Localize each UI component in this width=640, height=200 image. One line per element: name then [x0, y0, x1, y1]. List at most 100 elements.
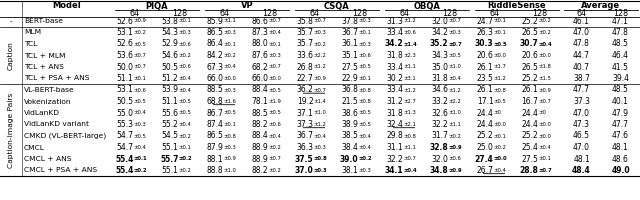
- Text: ±0.5: ±0.5: [179, 110, 191, 116]
- Text: 78.1: 78.1: [252, 97, 269, 106]
- Text: 32.0: 32.0: [431, 17, 449, 25]
- Text: 39.4: 39.4: [612, 74, 629, 83]
- Text: ±0.1: ±0.1: [493, 134, 506, 138]
- Text: 64: 64: [399, 8, 410, 18]
- Text: 88.8: 88.8: [207, 166, 223, 175]
- Text: ±0.2: ±0.2: [314, 42, 326, 46]
- Text: 26.5: 26.5: [522, 62, 538, 72]
- Text: ±0.7: ±0.7: [269, 64, 282, 70]
- Text: Caption: Caption: [8, 41, 14, 70]
- Text: ±1.2: ±1.2: [449, 88, 461, 92]
- Text: 23.5: 23.5: [477, 74, 493, 83]
- Text: 32.2: 32.2: [387, 154, 403, 164]
- Text: 24.4: 24.4: [477, 108, 493, 117]
- Text: 51.1: 51.1: [116, 74, 134, 83]
- Text: 64: 64: [220, 8, 230, 18]
- Text: 52.6: 52.6: [116, 40, 134, 48]
- Text: 44.7: 44.7: [573, 51, 590, 60]
- Text: 27.5: 27.5: [342, 62, 358, 72]
- Text: 55.4: 55.4: [115, 166, 134, 175]
- Text: 55.4: 55.4: [115, 154, 134, 164]
- Text: 128: 128: [352, 8, 367, 18]
- Text: 53.8: 53.8: [162, 17, 179, 25]
- Text: ±0.5: ±0.5: [134, 134, 147, 138]
- Text: 47.1: 47.1: [612, 17, 629, 25]
- Text: ±0.7: ±0.7: [538, 99, 552, 104]
- Text: 21.5: 21.5: [342, 97, 358, 106]
- Text: 88.9: 88.9: [252, 154, 269, 164]
- Text: ±0.5: ±0.5: [358, 110, 371, 116]
- Text: 37.8: 37.8: [342, 17, 358, 25]
- Text: 86.5: 86.5: [207, 28, 223, 37]
- Text: ±0.8: ±0.8: [314, 156, 327, 162]
- Text: 33.4: 33.4: [387, 62, 403, 72]
- Text: 38.9: 38.9: [342, 120, 358, 129]
- Text: ±0.7: ±0.7: [269, 156, 282, 162]
- Text: 32.8: 32.8: [429, 143, 449, 152]
- Text: ±0.2: ±0.2: [179, 168, 191, 173]
- Text: 35.8: 35.8: [296, 17, 314, 25]
- Text: 88.5: 88.5: [252, 108, 269, 117]
- Text: 26.7: 26.7: [477, 166, 493, 175]
- Text: ±1.5: ±1.5: [538, 76, 552, 81]
- Text: 22.7: 22.7: [297, 74, 314, 83]
- Text: 37.0: 37.0: [295, 166, 314, 175]
- Text: 36.8: 36.8: [342, 86, 358, 95]
- Text: 128: 128: [172, 8, 187, 18]
- Text: 41.5: 41.5: [612, 62, 629, 72]
- Text: 128: 128: [442, 8, 457, 18]
- Text: ±0.1: ±0.1: [358, 30, 371, 35]
- Text: 30.2: 30.2: [387, 74, 403, 83]
- Text: OBQA: OBQA: [413, 1, 440, 10]
- Text: 55.1: 55.1: [162, 143, 179, 152]
- Text: ±0.6: ±0.6: [358, 53, 371, 58]
- Text: 55.6: 55.6: [161, 108, 179, 117]
- Text: 32.0: 32.0: [431, 154, 449, 164]
- Text: ±2.1: ±2.1: [403, 122, 417, 127]
- Text: 88.0: 88.0: [252, 40, 269, 48]
- Text: ±0.0: ±0.0: [269, 76, 282, 81]
- Text: PIQA: PIQA: [146, 1, 168, 10]
- Text: ±0.6: ±0.6: [179, 64, 191, 70]
- Text: 35.1: 35.1: [342, 51, 358, 60]
- Text: 48.1: 48.1: [573, 154, 590, 164]
- Text: 48.6: 48.6: [612, 154, 629, 164]
- Text: 52.9: 52.9: [162, 40, 179, 48]
- Text: ±0.4: ±0.4: [493, 168, 506, 173]
- Text: 34.3: 34.3: [431, 51, 449, 60]
- Text: ±0.9: ±0.9: [538, 88, 552, 92]
- Text: ±1.4: ±1.4: [314, 99, 326, 104]
- Text: 37.5: 37.5: [295, 154, 314, 164]
- Text: 47.0: 47.0: [573, 108, 590, 117]
- Text: ±0.2: ±0.2: [134, 168, 147, 173]
- Text: ±0.6: ±0.6: [403, 30, 417, 35]
- Text: ±0.2: ±0.2: [179, 134, 191, 138]
- Text: TCL + MLM: TCL + MLM: [24, 52, 65, 58]
- Text: ±0.4: ±0.4: [134, 145, 147, 150]
- Text: ±0.6: ±0.6: [179, 42, 191, 46]
- Text: ±0.5: ±0.5: [179, 99, 191, 104]
- Text: ±1.2: ±1.2: [403, 88, 417, 92]
- Text: 53.1: 53.1: [116, 86, 134, 95]
- Text: ±0.4: ±0.4: [179, 76, 191, 81]
- Text: VidLanKD variant: VidLanKD variant: [24, 121, 89, 128]
- Text: ±1.6: ±1.6: [223, 99, 236, 104]
- Text: ±1.2: ±1.2: [493, 76, 506, 81]
- Text: 54.3: 54.3: [161, 28, 179, 37]
- Text: 88.2: 88.2: [252, 120, 269, 129]
- Text: ±0.2: ±0.2: [358, 156, 372, 162]
- Text: Model: Model: [52, 1, 81, 10]
- Text: 53.6: 53.6: [116, 51, 134, 60]
- Text: Vokenization: Vokenization: [24, 98, 72, 104]
- Text: ±0.7: ±0.7: [134, 64, 147, 70]
- Text: ±0.3: ±0.3: [358, 42, 371, 46]
- Text: ±0.1: ±0.1: [358, 76, 371, 81]
- Text: ±1.8: ±1.8: [538, 64, 552, 70]
- Text: 47.6: 47.6: [612, 132, 629, 140]
- Text: ±0.2: ±0.2: [223, 53, 236, 58]
- Text: 20.6: 20.6: [477, 51, 493, 60]
- Text: 88.4: 88.4: [252, 132, 269, 140]
- Text: 36.1: 36.1: [342, 40, 358, 48]
- Text: 26.1: 26.1: [522, 86, 538, 95]
- Text: 87.9: 87.9: [207, 143, 223, 152]
